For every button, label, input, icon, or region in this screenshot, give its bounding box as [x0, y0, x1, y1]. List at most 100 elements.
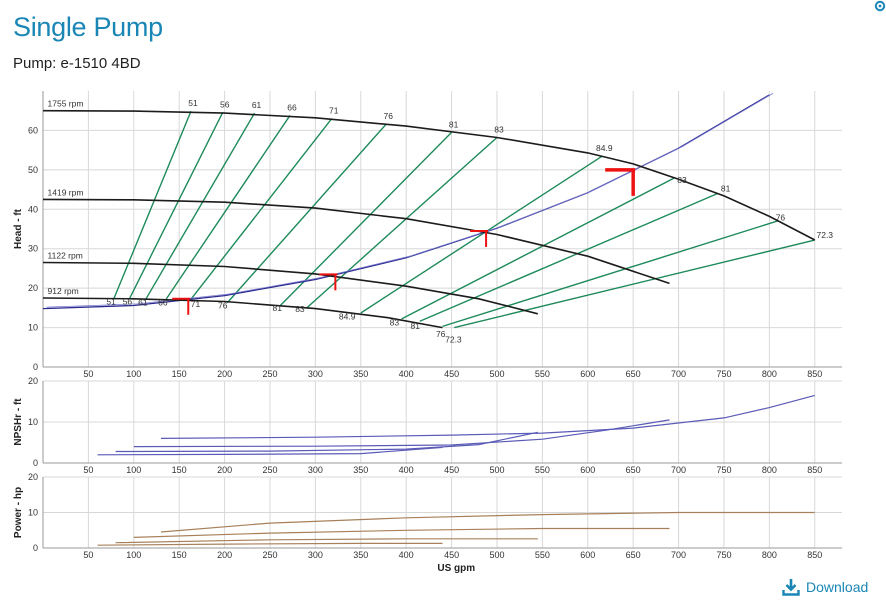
x-tick-label: 550 — [535, 550, 550, 560]
x-tick-label: 400 — [399, 550, 414, 560]
efficiency-label-top: 84.9 — [596, 143, 613, 153]
efficiency-label-bottom: 76 — [436, 329, 446, 339]
efficiency-line — [144, 112, 256, 300]
x-tick-label: 850 — [807, 550, 822, 560]
y-tick-label: 20 — [28, 283, 38, 293]
power-curve — [115, 538, 538, 544]
x-tick-label: 800 — [762, 465, 777, 475]
efficiency-label-bottom: 66 — [158, 297, 168, 307]
efficiency-line — [226, 123, 387, 304]
y-tick-label: 10 — [28, 508, 38, 518]
y-tick-label: 20 — [28, 472, 38, 482]
y-axis-title: Power - hp — [13, 487, 24, 538]
x-tick-label: 850 — [807, 465, 822, 475]
efficiency-line — [419, 192, 718, 322]
efficiency-label-top: 66 — [287, 102, 297, 112]
x-tick-label: 550 — [535, 465, 550, 475]
efficiency-line — [164, 115, 291, 301]
y-tick-label: 60 — [28, 125, 38, 135]
x-tick-label: 650 — [626, 465, 641, 475]
efficiency-label-bottom: 83 — [390, 318, 400, 328]
y-tick-label: 10 — [28, 323, 38, 333]
efficiency-line — [305, 137, 498, 309]
efficiency-label-top: 71 — [329, 106, 339, 116]
y-tick-label: 0 — [33, 543, 38, 553]
npshr-curve — [133, 419, 670, 448]
efficiency-label-bottom: 51 — [106, 297, 116, 307]
efficiency-label-bottom: 71 — [191, 299, 201, 309]
efficiency-line — [442, 220, 779, 328]
y-tick-label: 40 — [28, 204, 38, 214]
pump-subtitle: Pump: e-1510 4BD — [13, 55, 141, 72]
x-tick-label: 150 — [172, 465, 187, 475]
x-tick-label: 400 — [399, 465, 414, 475]
power-curve — [133, 527, 670, 538]
speed-curve-label: 1419 rpm — [48, 187, 84, 197]
x-tick-label: 300 — [308, 369, 323, 379]
efficiency-line — [189, 118, 333, 301]
x-tick-label: 250 — [262, 369, 277, 379]
x-tick-label: 300 — [308, 550, 323, 560]
efficiency-line — [128, 111, 224, 300]
system-curve-shadow — [46, 93, 774, 308]
x-tick-label: 150 — [172, 369, 187, 379]
efficiency-label-top: 81 — [449, 119, 459, 129]
efficiency-line — [401, 177, 675, 320]
x-tick-label: 700 — [671, 550, 686, 560]
y-tick-label: 50 — [28, 165, 38, 175]
x-tick-label: 850 — [807, 369, 822, 379]
efficiency-line — [360, 155, 603, 314]
y-tick-label: 10 — [28, 417, 38, 427]
download-icon — [782, 579, 800, 596]
x-tick-label: 800 — [762, 550, 777, 560]
x-tick-label: 750 — [716, 369, 731, 379]
x-tick-label: 300 — [308, 465, 323, 475]
x-tick-label: 450 — [444, 369, 459, 379]
speed-curve — [42, 261, 538, 315]
x-axis-title: US gpm — [437, 563, 475, 574]
x-tick-label: 150 — [172, 550, 187, 560]
npshr-curve — [115, 431, 538, 453]
y-axis-title: Head - ft — [13, 208, 24, 249]
efficiency-label-bottom: 81 — [411, 321, 421, 331]
efficiency-label-top: 72.3 — [816, 230, 833, 240]
x-tick-label: 350 — [353, 550, 368, 560]
efficiency-label-top: 56 — [220, 99, 230, 109]
x-tick-label: 700 — [671, 369, 686, 379]
x-tick-label: 350 — [353, 369, 368, 379]
efficiency-label-top: 51 — [188, 98, 198, 108]
power-curve — [160, 511, 815, 533]
y-tick-label: 0 — [33, 362, 38, 372]
speed-curve — [42, 198, 670, 285]
x-tick-label: 50 — [83, 550, 93, 560]
download-label: Download — [806, 579, 869, 595]
x-tick-label: 200 — [217, 550, 232, 560]
x-tick-label: 500 — [489, 369, 504, 379]
x-tick-label: 100 — [126, 550, 141, 560]
efficiency-label-top: 76 — [776, 213, 786, 223]
settings-icon[interactable] — [874, 0, 886, 12]
power-curve — [97, 542, 443, 546]
efficiency-label-bottom: 72.3 — [445, 335, 462, 345]
efficiency-label-top: 76 — [383, 111, 393, 121]
x-tick-label: 50 — [83, 369, 93, 379]
efficiency-label-top: 61 — [252, 100, 262, 110]
x-tick-label: 600 — [580, 465, 595, 475]
efficiency-label-top: 83 — [494, 125, 504, 135]
x-tick-label: 450 — [444, 550, 459, 560]
x-tick-label: 600 — [580, 369, 595, 379]
x-tick-label: 100 — [126, 369, 141, 379]
x-tick-label: 650 — [626, 550, 641, 560]
efficiency-label-bottom: 84.9 — [339, 311, 356, 321]
efficiency-label-bottom: 83 — [295, 304, 305, 314]
download-button[interactable]: Download — [782, 578, 868, 596]
efficiency-line — [279, 131, 453, 307]
efficiency-label-bottom: 76 — [218, 301, 228, 311]
y-axis-title: NPSHr - ft — [13, 398, 24, 446]
npshr-curve — [97, 446, 443, 456]
speed-curve-label: 1122 rpm — [48, 251, 83, 261]
y-tick-label: 20 — [28, 376, 38, 386]
efficiency-label-top: 81 — [721, 184, 731, 194]
x-tick-label: 200 — [217, 369, 232, 379]
